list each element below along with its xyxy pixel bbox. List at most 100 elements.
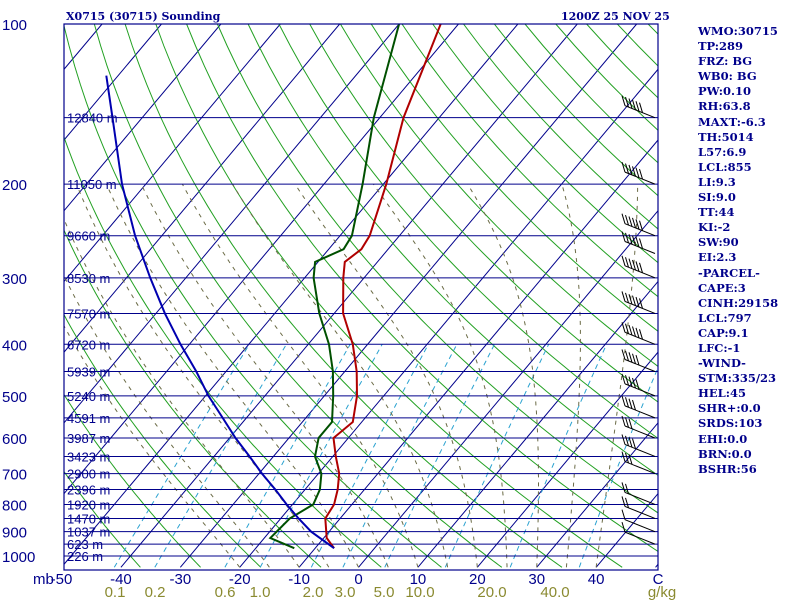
wind-barb-feather: [632, 353, 636, 364]
index-row: HEL:45: [698, 386, 746, 401]
height-label: 1037 m: [67, 525, 110, 540]
pressure-tick-label: 600: [2, 431, 27, 448]
wind-barb-feather: [635, 296, 640, 308]
wind-barb-feather: [635, 101, 640, 112]
mixing-ratio-line: [509, 344, 608, 568]
wind-barb-staff: [624, 105, 656, 119]
dry-adiabat: [339, 24, 658, 368]
wind-barb-feather: [621, 522, 626, 533]
wind-barb-feather: [628, 234, 633, 245]
moist-adiabat: [140, 183, 389, 568]
isotherm: [64, 24, 281, 283]
height-label: 1470 m: [67, 511, 110, 526]
height-label: 5939 m: [67, 365, 110, 380]
isotherm: [417, 280, 658, 568]
mixing-ratio-tick-label: 2.0: [303, 584, 324, 600]
wind-barb-feather: [632, 295, 636, 306]
wind-barb-feather: [635, 327, 640, 339]
wind-barb-feather: [621, 349, 626, 360]
isotherm: [179, 24, 638, 568]
index-row: BRN:0.0: [698, 446, 752, 461]
index-row: KI:-2: [698, 220, 731, 235]
index-row: EHI:0.0: [698, 431, 748, 446]
wind-barb-staff: [624, 383, 656, 397]
dry-adiabat: [186, 24, 658, 552]
isotherm: [64, 24, 519, 566]
dry-adiabat: [64, 229, 322, 568]
dry-adiabat: [64, 470, 141, 568]
mixing-ratio-tick-label: 1.0: [250, 584, 271, 600]
wind-barb-feather: [632, 377, 636, 389]
dry-adiabat: [64, 24, 442, 568]
wind-barb-feather: [621, 496, 626, 507]
x-axis-unit-label: C: [653, 571, 664, 588]
index-row: STM:335/23: [698, 371, 777, 386]
wind-barb-staff: [624, 331, 656, 345]
index-row: LCL:797: [698, 310, 752, 325]
height-label: 226 m: [67, 549, 103, 564]
index-row: PW:0.10: [698, 84, 752, 99]
isotherm: [358, 209, 658, 568]
dry-adiabat: [93, 24, 503, 568]
wind-barb-feather: [625, 397, 629, 408]
index-row: BSHR:56: [698, 461, 757, 476]
isotherm: [239, 68, 658, 568]
wind-barb: [621, 434, 656, 457]
wind-barb: [621, 291, 656, 314]
mixing-ratio-line: [444, 344, 550, 568]
isotherm: [64, 24, 341, 353]
wind-barb-feather: [621, 451, 626, 462]
wind-barb-feather: [628, 98, 633, 109]
index-row: SRDS:103: [698, 416, 763, 431]
height-label: 1920 m: [67, 497, 110, 512]
index-row: -WIND-: [698, 356, 746, 371]
isotherm: [64, 24, 400, 424]
wind-barb-feather: [639, 102, 643, 113]
mixing-ratio-line: [224, 344, 351, 568]
height-label: 3423 m: [67, 449, 110, 464]
temperature-tick-label: 10: [410, 571, 427, 588]
mixing-ratio-line: [578, 366, 658, 568]
index-row: CAPE:3: [698, 280, 746, 295]
skewed-isotherms: [64, 24, 658, 568]
index-row: CAP:9.1: [698, 325, 749, 340]
wind-barb-feather: [621, 255, 626, 266]
temperature-tick-label: 40: [588, 571, 605, 588]
dry-adiabat: [309, 24, 658, 403]
wind-barb-staff: [624, 519, 656, 533]
height-label: 623 m: [67, 537, 103, 552]
index-row: SI:9.0: [698, 190, 736, 205]
moist-adiabat: [64, 324, 241, 568]
wind-barb-feather: [625, 350, 629, 362]
moist-adiabat: [64, 274, 270, 568]
temperature-tick-label: -40: [110, 571, 132, 588]
pressure-tick-label: 1000: [2, 549, 35, 566]
height-label: 8530 m: [67, 271, 110, 286]
wind-barb-feather: [628, 216, 633, 227]
wind-barb-feather: [632, 259, 636, 271]
wind-barb-feather: [632, 438, 636, 449]
dry-adiabats: [64, 24, 658, 568]
wind-barb-feather: [621, 373, 626, 384]
wind-barb-feather: [621, 213, 626, 224]
wind-barb-feather: [625, 163, 629, 174]
wind-barb-staff: [624, 461, 656, 475]
wind-barb: [621, 162, 656, 185]
wind-barb-feather: [632, 235, 636, 246]
pressure-tick-label: 700: [2, 467, 27, 484]
wind-barb-feather: [632, 99, 636, 111]
dry-adiabat: [401, 24, 658, 298]
index-row: TP:289: [698, 39, 744, 54]
wind-barb-feather: [625, 417, 629, 428]
index-row: MAXT:-6.3: [698, 114, 766, 129]
wind-barb-feather: [628, 454, 633, 465]
height-label: 6720 m: [67, 337, 110, 352]
wind-barb-staff: [624, 359, 656, 372]
wind-barbs: [621, 95, 656, 545]
wind-barb: [621, 415, 656, 439]
pressure-tick-label: 200: [2, 177, 27, 194]
wind-barb-feather: [621, 509, 626, 520]
wind-barb-feather: [625, 497, 629, 508]
wind-barb-staff: [624, 223, 656, 237]
